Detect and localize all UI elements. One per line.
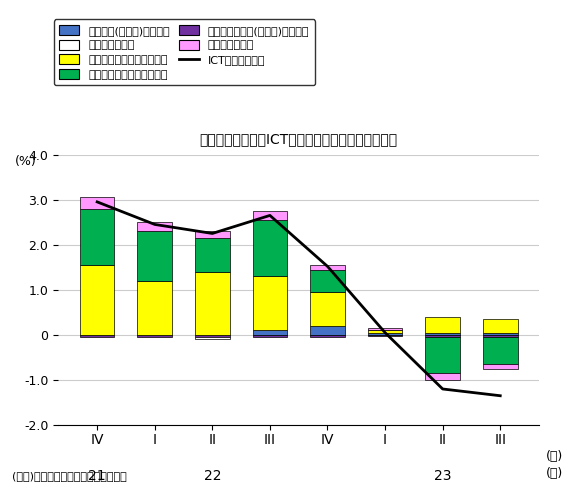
Bar bbox=[368, 335, 403, 336]
Bar bbox=[310, 292, 345, 326]
Bar bbox=[253, 335, 287, 337]
Bar bbox=[137, 281, 172, 335]
Bar bbox=[80, 265, 114, 335]
Bar bbox=[137, 231, 172, 281]
Text: 23: 23 bbox=[434, 469, 451, 483]
Bar bbox=[368, 328, 403, 330]
Text: (%): (%) bbox=[14, 155, 37, 168]
Bar bbox=[483, 364, 517, 369]
Bar bbox=[253, 330, 287, 335]
Legend: 電算機類(含部品)・寄与度, 通信機・寄与度, 半導体等電子部品・寄与度, 半導体等製造装置・寄与度, 音響・映像機器(含部品)・寄与度, その他・寄与度, I: 電算機類(含部品)・寄与度, 通信機・寄与度, 半導体等電子部品・寄与度, 半導… bbox=[54, 19, 315, 85]
Bar bbox=[483, 333, 517, 335]
Bar bbox=[80, 198, 114, 209]
Bar bbox=[310, 335, 345, 337]
Bar bbox=[425, 317, 460, 333]
Bar bbox=[80, 335, 114, 337]
Bar bbox=[425, 337, 460, 373]
Title: 輸出総額に占めるICT関連輸出（品目別）の寄与度: 輸出総額に占めるICT関連輸出（品目別）の寄与度 bbox=[200, 132, 398, 146]
Text: 21: 21 bbox=[88, 469, 106, 483]
Bar bbox=[80, 209, 114, 265]
Bar bbox=[253, 211, 287, 220]
Bar bbox=[195, 238, 230, 272]
Bar bbox=[195, 272, 230, 335]
Bar bbox=[483, 337, 517, 364]
Bar bbox=[195, 335, 230, 337]
Text: (期): (期) bbox=[546, 450, 564, 463]
Bar bbox=[310, 326, 345, 335]
Bar bbox=[368, 333, 403, 335]
Bar bbox=[253, 276, 287, 330]
Text: (年): (年) bbox=[546, 467, 564, 480]
Bar bbox=[310, 265, 345, 270]
Bar bbox=[195, 231, 230, 238]
Bar bbox=[425, 333, 460, 335]
Bar bbox=[195, 337, 230, 340]
Bar bbox=[483, 335, 517, 337]
Bar bbox=[368, 330, 403, 333]
Bar bbox=[137, 335, 172, 337]
Bar bbox=[425, 373, 460, 380]
Text: 22: 22 bbox=[204, 469, 221, 483]
Bar bbox=[425, 335, 460, 337]
Bar bbox=[253, 220, 287, 276]
Bar bbox=[310, 270, 345, 292]
Bar bbox=[137, 222, 172, 231]
Bar bbox=[483, 319, 517, 333]
Text: (出所)財務省「貿易統計」から作成。: (出所)財務省「貿易統計」から作成。 bbox=[12, 470, 126, 481]
